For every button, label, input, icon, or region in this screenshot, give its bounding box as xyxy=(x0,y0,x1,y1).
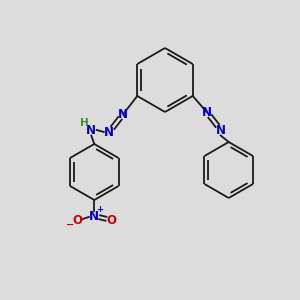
Text: O: O xyxy=(72,214,82,226)
Text: N: N xyxy=(86,124,96,136)
Text: N: N xyxy=(104,125,114,139)
Text: N: N xyxy=(118,107,128,121)
Text: H: H xyxy=(80,118,89,128)
Text: +: + xyxy=(96,206,103,214)
Text: N: N xyxy=(216,124,226,136)
Text: O: O xyxy=(106,214,116,226)
Text: −: − xyxy=(66,220,74,230)
Text: N: N xyxy=(202,106,212,118)
Text: N: N xyxy=(89,209,99,223)
